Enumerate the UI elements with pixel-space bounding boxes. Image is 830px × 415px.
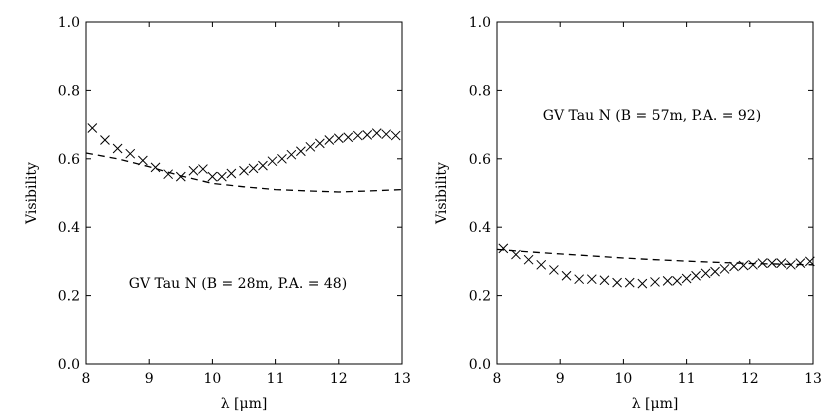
data-point-right-15 xyxy=(681,273,692,284)
data-point-left-19 xyxy=(296,146,306,157)
y-tick-label-right-4: 0.8 xyxy=(469,83,491,99)
plot-area-right xyxy=(496,243,815,289)
x-tick-label-left-0: 8 xyxy=(82,371,91,387)
data-point-left-4 xyxy=(138,155,148,166)
data-point-right-2 xyxy=(523,254,534,265)
data-point-left-1 xyxy=(100,135,110,145)
data-point-left-17 xyxy=(277,153,287,164)
data-point-right-12 xyxy=(650,277,660,287)
data-point-right-22 xyxy=(748,259,758,270)
x-tick-label-left-3: 11 xyxy=(267,371,285,387)
annotation-right: GV Tau N (B = 57m, P.A. = 92) xyxy=(543,108,761,124)
x-tick-label-right-1: 9 xyxy=(556,371,565,387)
data-point-left-7 xyxy=(175,171,186,182)
y-tick-label-right-3: 0.6 xyxy=(469,152,491,168)
data-point-left-12 xyxy=(226,168,237,179)
y-tick-label-left-4: 0.8 xyxy=(58,83,80,99)
data-point-left-20 xyxy=(305,141,316,152)
model-line-right xyxy=(496,248,814,266)
data-point-left-2 xyxy=(112,143,123,154)
x-tick-label-left-5: 13 xyxy=(393,371,411,387)
y-tick-label-left-5: 1.0 xyxy=(58,15,80,31)
data-point-left-5 xyxy=(150,162,161,173)
data-point-right-6 xyxy=(574,274,585,285)
data-point-left-3 xyxy=(125,148,136,159)
plot-frame-left xyxy=(85,21,403,365)
data-point-left-24 xyxy=(343,132,354,143)
x-tick-label-right-4: 12 xyxy=(741,371,759,387)
x-tick-label-left-1: 9 xyxy=(145,371,154,387)
data-point-right-8 xyxy=(599,275,610,286)
data-point-left-22 xyxy=(324,135,335,145)
panel-right: 8 9 10 11 12 13 0.0 0.2 0.4 0.6 0.8 1.0 λ [μm] Visi… xyxy=(434,15,822,412)
data-point-right-19 xyxy=(719,264,730,274)
data-point-right-4 xyxy=(549,265,559,275)
data-point-left-11 xyxy=(217,171,227,182)
data-point-left-28 xyxy=(381,129,392,140)
x-axis-label-right: λ [μm] xyxy=(632,396,679,412)
y-tick-label-left-1: 0.2 xyxy=(58,289,80,305)
data-point-left-16 xyxy=(267,156,278,167)
data-point-left-23 xyxy=(333,133,344,144)
model-line-left xyxy=(85,152,403,193)
data-point-left-26 xyxy=(362,130,373,140)
y-tick-label-left-0: 0.0 xyxy=(58,357,80,373)
annotation-left: GV Tau N (B = 28m, P.A. = 48) xyxy=(129,276,347,292)
data-point-left-0 xyxy=(87,123,98,133)
y-tick-label-left-2: 0.4 xyxy=(58,220,80,236)
plot-frame-right xyxy=(496,21,814,365)
plot-area-left xyxy=(85,123,403,193)
data-point-left-21 xyxy=(314,138,325,149)
x-tick-label-left-2: 10 xyxy=(203,371,221,387)
data-point-right-16 xyxy=(691,270,701,281)
y-tick-label-right-2: 0.4 xyxy=(469,220,491,236)
x-tick-label-right-3: 11 xyxy=(678,371,696,387)
data-point-right-25 xyxy=(776,258,787,268)
data-point-right-10 xyxy=(624,277,635,288)
ticks-right: 8 9 10 11 12 13 0.0 0.2 0.4 0.6 0.8 1.0 xyxy=(469,15,822,387)
data-point-right-27 xyxy=(795,258,806,268)
data-point-left-25 xyxy=(352,130,363,141)
y-tick-label-right-1: 0.2 xyxy=(469,289,491,305)
data-point-left-9 xyxy=(198,164,208,174)
panel-left: 8 9 10 11 12 13 0.0 0.2 0.4 0.6 0.8 1.0 λ [μm] Visi… xyxy=(24,15,411,412)
ticks-left: 8 9 10 11 12 13 0.0 0.2 0.4 0.6 0.8 1.0 xyxy=(58,15,411,387)
data-point-right-1 xyxy=(511,249,521,260)
y-axis-label-left: Visibility xyxy=(24,162,40,225)
y-axis-label-right: Visibility xyxy=(434,162,450,225)
x-tick-label-right-5: 13 xyxy=(804,371,822,387)
data-point-right-0 xyxy=(498,243,509,254)
data-point-left-14 xyxy=(248,163,259,174)
data-point-right-18 xyxy=(710,266,720,277)
data-point-right-9 xyxy=(612,277,622,288)
data-point-right-21 xyxy=(738,260,749,271)
y-tick-label-right-0: 0.0 xyxy=(469,357,491,373)
x-tick-label-right-2: 10 xyxy=(614,371,632,387)
data-point-left-6 xyxy=(163,169,174,180)
data-point-left-27 xyxy=(371,128,382,139)
data-point-right-17 xyxy=(700,268,711,279)
x-axis-label-left: λ [μm] xyxy=(221,396,268,412)
data-point-left-8 xyxy=(188,165,199,176)
data-point-right-3 xyxy=(536,259,547,270)
data-point-right-13 xyxy=(662,276,673,286)
y-tick-label-left-3: 0.6 xyxy=(58,152,80,168)
x-tick-label-right-0: 8 xyxy=(493,371,502,387)
data-point-right-24 xyxy=(767,258,777,268)
data-point-left-18 xyxy=(286,149,297,160)
data-point-left-29 xyxy=(390,130,401,141)
data-point-right-11 xyxy=(637,278,648,289)
data-point-right-5 xyxy=(561,270,572,281)
data-point-right-14 xyxy=(672,276,682,286)
data-point-left-13 xyxy=(239,165,249,176)
x-tick-label-left-4: 12 xyxy=(330,371,348,387)
y-tick-label-right-5: 1.0 xyxy=(469,15,491,31)
data-point-left-15 xyxy=(258,160,268,171)
data-point-right-7 xyxy=(586,274,597,285)
data-point-left-10 xyxy=(207,171,218,182)
